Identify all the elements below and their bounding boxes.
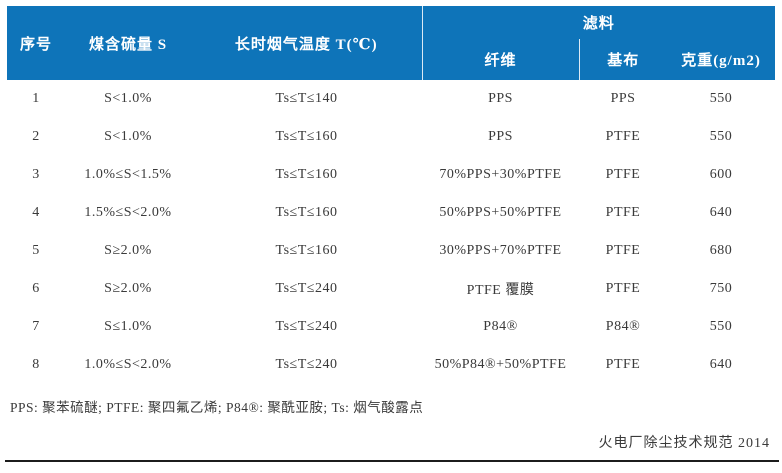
cell-temp: Ts≤T≤240 (275, 357, 338, 372)
header-row-sub: 纤维 基布 克重(g/m2) (7, 39, 776, 80)
cell-sulfur: 1.5%≤S<2.0% (84, 205, 172, 220)
cell-base: P84® (605, 319, 641, 334)
header-base-fabric: 基布 (578, 39, 667, 80)
table-row: 6 S≥2.0% Ts≤T≤240 PTFE 覆膜 PTFE 750 (7, 270, 775, 308)
cell-weight: 600 (709, 167, 733, 182)
cell-base: PPS (610, 91, 636, 106)
cell-base: PTFE (605, 129, 641, 144)
cell-fiber: 70%PPS+30%PTFE (439, 167, 562, 182)
bottom-divider (5, 460, 779, 462)
table-row: 8 1.0%≤S<2.0% Ts≤T≤240 50%P84®+50%PTFE P… (7, 346, 775, 384)
table-row: 1 S<1.0% Ts≤T≤140 PPS PPS 550 (7, 80, 775, 118)
cell-temp: Ts≤T≤140 (275, 91, 338, 106)
filter-material-table: 序号 煤含硫量 S 长时烟气温度 T(℃) 滤料 纤维 基布 克重(g/m2) … (7, 6, 776, 384)
table-row: 7 S≤1.0% Ts≤T≤240 P84® P84® 550 (7, 308, 775, 346)
header-sulfur-content: 煤含硫量 S (65, 6, 191, 80)
cell-fiber: PTFE 覆膜 (466, 283, 535, 298)
cell-sulfur: 1.0%≤S<2.0% (84, 357, 172, 372)
cell-serial: 4 (32, 205, 40, 220)
cell-base: PTFE (605, 205, 641, 220)
table-row: 5 S≥2.0% Ts≤T≤160 30%PPS+70%PTFE PTFE 68… (7, 232, 775, 270)
header-row-group: 序号 煤含硫量 S 长时烟气温度 T(℃) 滤料 (7, 6, 776, 80)
cell-fiber: 50%PPS+50%PTFE (439, 205, 562, 220)
table-header: 序号 煤含硫量 S 长时烟气温度 T(℃) 滤料 纤维 基布 克重(g/m2) (7, 6, 776, 80)
cell-sulfur: S<1.0% (104, 129, 152, 144)
table-row: 3 1.0%≤S<1.5% Ts≤T≤160 70%PPS+30%PTFE PT… (7, 156, 775, 194)
cell-weight: 550 (709, 129, 733, 144)
cell-fiber: 50%P84®+50%PTFE (434, 357, 567, 372)
cell-weight: 550 (709, 319, 733, 334)
table-body: 1 S<1.0% Ts≤T≤140 PPS PPS 550 2 S<1.0% T… (7, 80, 775, 384)
abbreviation-footnote: PPS: 聚苯硫醚; PTFE: 聚四氟乙烯; P84®: 聚酰亚胺; Ts: … (10, 400, 424, 415)
cell-temp: Ts≤T≤160 (275, 129, 338, 144)
cell-sulfur: S<1.0% (104, 91, 152, 106)
cell-serial: 5 (32, 243, 40, 258)
cell-weight: 550 (709, 91, 733, 106)
header-weight: 克重(g/m2) (667, 39, 776, 80)
cell-sulfur: S≥2.0% (104, 281, 152, 296)
cell-weight: 640 (709, 357, 733, 372)
cell-weight: 750 (709, 281, 733, 296)
cell-fiber: PPS (488, 91, 513, 106)
header-filter-material-group: 滤料 (421, 6, 776, 39)
cell-serial: 3 (32, 167, 40, 182)
cell-weight: 640 (709, 205, 733, 220)
cell-serial: 7 (32, 319, 40, 334)
cell-base: PTFE (605, 167, 641, 182)
cell-serial: 1 (32, 91, 40, 106)
header-flue-gas-temp: 长时烟气温度 T(℃) (191, 6, 422, 80)
cell-sulfur: 1.0%≤S<1.5% (84, 167, 172, 182)
cell-temp: Ts≤T≤160 (275, 205, 338, 220)
cell-temp: Ts≤T≤240 (275, 281, 338, 296)
table-row: 2 S<1.0% Ts≤T≤160 PPS PTFE 550 (7, 118, 775, 156)
cell-sulfur: S≥2.0% (104, 243, 152, 258)
cell-temp: Ts≤T≤160 (275, 243, 338, 258)
source-attribution: 火电厂除尘技术规范 2014 (598, 436, 770, 451)
cell-base: PTFE (605, 281, 641, 296)
cell-base: PTFE (605, 243, 641, 258)
cell-temp: Ts≤T≤160 (275, 167, 338, 182)
cell-serial: 8 (32, 357, 40, 372)
cell-fiber: P84® (483, 319, 518, 334)
cell-base: PTFE (605, 357, 641, 372)
header-serial: 序号 (7, 6, 65, 80)
cell-sulfur: S≤1.0% (104, 319, 152, 334)
table-row: 4 1.5%≤S<2.0% Ts≤T≤160 50%PPS+50%PTFE PT… (7, 194, 775, 232)
cell-temp: Ts≤T≤240 (275, 319, 338, 334)
cell-serial: 2 (32, 129, 40, 144)
cell-serial: 6 (32, 281, 40, 296)
cell-fiber: PPS (488, 129, 513, 144)
cell-fiber: 30%PPS+70%PTFE (439, 243, 562, 258)
header-fiber: 纤维 (421, 39, 579, 80)
cell-weight: 680 (709, 243, 733, 258)
